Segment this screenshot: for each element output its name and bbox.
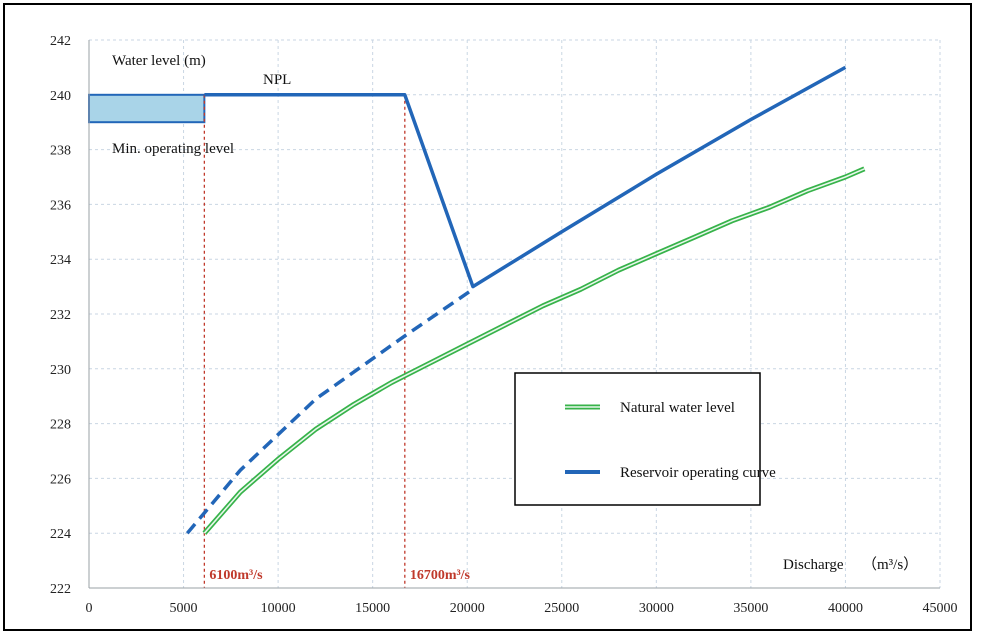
x-tick-label: 25000 [544,601,579,616]
x-tick-label: 5000 [170,601,198,616]
y-tick-label: 230 [50,363,71,378]
chart-frame [3,3,972,631]
x-tick-label: 35000 [733,601,768,616]
y-tick-label: 236 [50,198,71,213]
y-tick-label: 242 [50,34,71,49]
reference-line-label: 16700m³/s [410,568,471,583]
series-natural-water-level-inner [203,168,865,534]
y-tick-label: 232 [50,308,71,323]
y-tick-label: 226 [50,472,71,487]
x-tick-label: 0 [86,601,93,616]
legend: Natural water level Reservoir operating c… [514,372,776,506]
y-tick-label: 224 [50,527,71,542]
y-tick-label: 228 [50,418,71,433]
storage-band [88,93,206,124]
legend-label: Reservoir operating curve [620,465,776,481]
reference-line-label: 6100m³/s [209,568,263,583]
y-tick-label: 240 [50,89,71,104]
legend-box [514,372,761,506]
x-axis-label: Discharge [783,557,844,573]
x-tick-label: 20000 [450,601,485,616]
y-tick-label: 234 [50,253,71,268]
min-operating-level-label: Min. operating level [112,141,234,157]
y-tick-label: 238 [50,144,71,159]
y-axis-label: Water level (m) [112,53,206,69]
npl-label: NPL [263,72,291,88]
series-reservoir-operating-curve [204,65,847,289]
x-tick-label: 30000 [639,601,674,616]
x-tick-label: 10000 [261,601,296,616]
x-axis-unit: （m³/s） [862,556,918,573]
legend-label: Natural water level [620,400,735,416]
x-tick-label: 45000 [923,601,958,616]
y-tick-label: 222 [50,582,71,597]
x-tick-label: 40000 [828,601,863,616]
x-tick-label: 15000 [355,601,390,616]
